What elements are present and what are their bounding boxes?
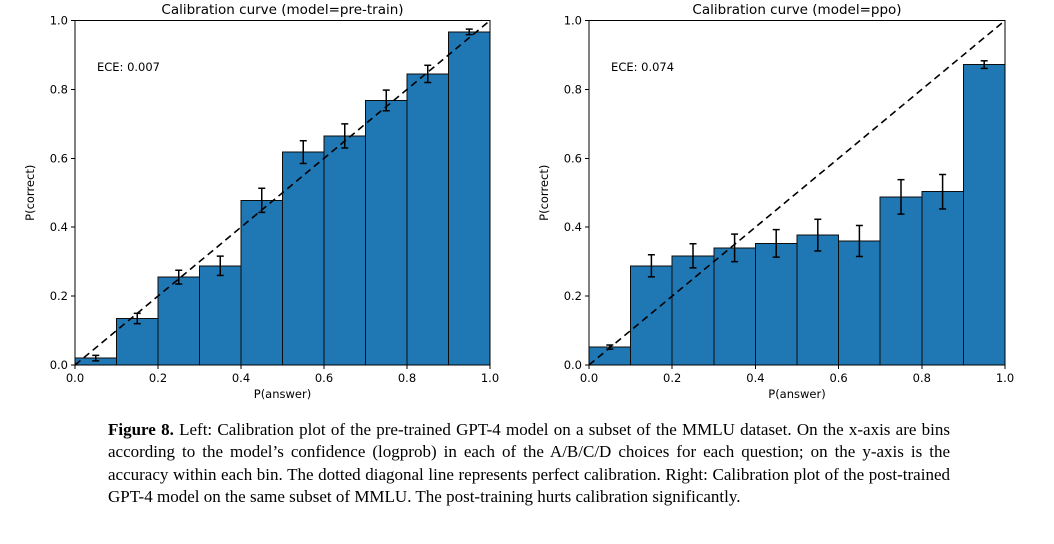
x-tick-label: 0.2 — [663, 371, 681, 385]
y-tick-label: 0.0 — [50, 358, 68, 372]
figure-caption-label: Figure 8. — [108, 420, 174, 439]
x-tick-label: 0.8 — [913, 371, 931, 385]
histogram-bar — [962, 64, 1006, 366]
histogram-bar — [323, 135, 366, 366]
calibration-chart-pretrain: 0.0 0.2 0.4 0.6 0.8 1.0 0.0 0.2 0.4 0.6 0.8 1.0 Cali… — [23, 2, 499, 401]
perfect-calibration-line — [74, 19, 491, 366]
histogram-bar — [199, 265, 242, 366]
x-tick-label: 0.6 — [829, 371, 847, 385]
histogram-bar — [406, 73, 449, 366]
y-axis-label: P(correct) — [23, 165, 37, 221]
chart-title: Calibration curve (model=pre-train) — [161, 2, 403, 18]
plot-frame — [74, 19, 491, 366]
x-axis-label: P(answer) — [254, 387, 311, 401]
x-tick-label: 0.0 — [580, 371, 598, 385]
y-tick-label: 0.8 — [50, 82, 68, 96]
y-tick-label: 0.2 — [50, 289, 68, 303]
x-tick-label: 0.4 — [746, 371, 764, 385]
histogram-bar — [796, 234, 840, 366]
figure-caption-text: Left: Calibration plot of the pre-traine… — [108, 420, 950, 506]
histogram-bar — [448, 31, 491, 366]
calibration-chart-ppo: 0.0 0.2 0.4 0.6 0.8 1.0 0.0 0.2 0.4 0.6 0.8 1.0 Cali… — [537, 2, 1014, 401]
histogram-bar — [754, 242, 798, 366]
histogram-bar — [282, 151, 325, 366]
y-tick-label: 0.6 — [564, 151, 582, 165]
ece-annotation: ECE: 0.007 — [97, 60, 160, 74]
histogram-bar — [879, 196, 923, 366]
x-tick-label: 0.2 — [149, 371, 167, 385]
histogram-bar — [630, 265, 673, 366]
ece-annotation: ECE: 0.074 — [611, 60, 674, 74]
perfect-calibration-line — [588, 19, 1006, 366]
y-axis-label: P(correct) — [537, 165, 551, 221]
histogram-bar — [240, 199, 283, 366]
x-axis-label: P(answer) — [768, 387, 825, 401]
histogram-bar — [365, 99, 408, 366]
x-tick-label: 1.0 — [996, 371, 1014, 385]
figure-caption: Figure 8. Left: Calibration plot of the … — [108, 419, 950, 508]
y-tick-label: 1.0 — [564, 14, 582, 28]
chart-title: Calibration curve (model=ppo) — [692, 2, 901, 18]
y-tick-label: 0.6 — [50, 151, 68, 165]
y-tick-label: 0.0 — [564, 358, 582, 372]
x-tick-label: 1.0 — [481, 371, 499, 385]
histogram-bar — [713, 247, 756, 366]
x-tick-label: 0.0 — [66, 371, 84, 385]
histogram-bar — [671, 255, 715, 366]
y-tick-label: 0.4 — [564, 220, 582, 234]
x-tick-label: 0.8 — [398, 371, 416, 385]
plot-frame — [588, 19, 1006, 366]
x-tick-label: 0.4 — [232, 371, 250, 385]
y-tick-label: 1.0 — [50, 14, 68, 28]
histogram-bar — [921, 191, 964, 366]
y-tick-label: 0.8 — [564, 82, 582, 96]
y-tick-label: 0.4 — [50, 220, 68, 234]
histogram-bar — [838, 240, 881, 366]
y-tick-label: 0.2 — [564, 289, 582, 303]
x-tick-label: 0.6 — [315, 371, 333, 385]
